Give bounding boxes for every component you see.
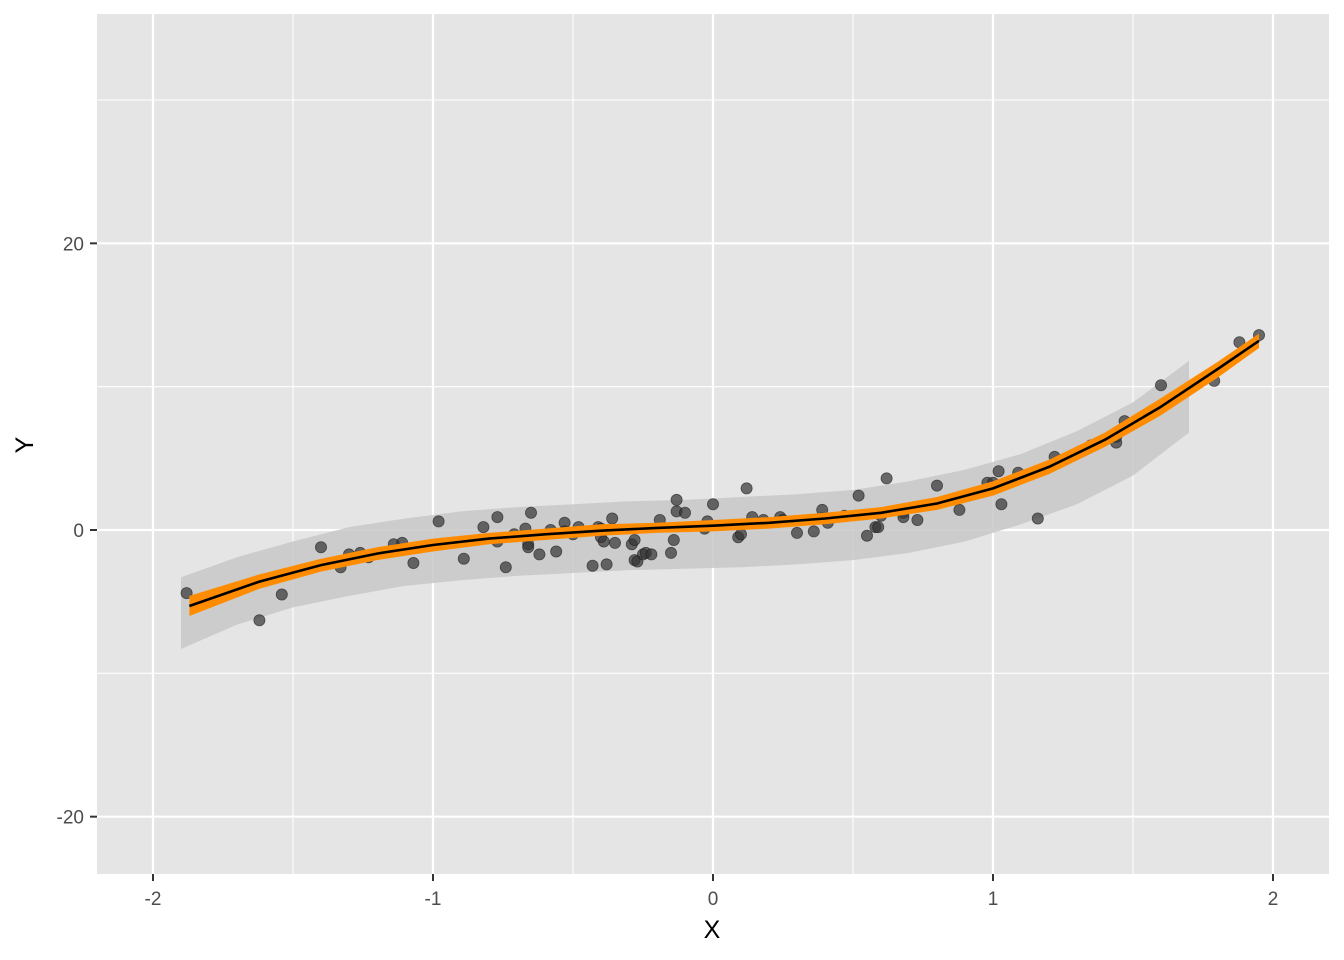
data-point bbox=[457, 552, 470, 565]
data-point bbox=[931, 479, 944, 492]
x-tick-label: -2 bbox=[145, 889, 162, 910]
x-tick-label: 2 bbox=[1268, 889, 1279, 910]
data-point bbox=[432, 515, 445, 528]
data-point bbox=[665, 546, 678, 559]
data-point bbox=[880, 472, 893, 485]
data-point bbox=[314, 541, 327, 554]
data-point bbox=[253, 614, 266, 627]
data-point bbox=[525, 506, 538, 519]
data-point bbox=[275, 588, 288, 601]
data-point bbox=[667, 534, 680, 547]
data-point bbox=[645, 548, 658, 561]
data-point bbox=[407, 557, 420, 570]
data-point bbox=[628, 534, 641, 547]
data-point bbox=[586, 559, 599, 572]
fit-line-group bbox=[188, 333, 1260, 616]
data-point bbox=[852, 489, 865, 502]
data-point bbox=[499, 561, 512, 574]
data-point bbox=[995, 498, 1008, 511]
data-point bbox=[740, 482, 753, 495]
data-point bbox=[600, 558, 613, 571]
data-point bbox=[609, 536, 622, 549]
x-tick-label: -1 bbox=[425, 889, 442, 910]
data-point bbox=[791, 526, 804, 539]
data-point bbox=[670, 493, 683, 506]
confidence-band bbox=[189, 333, 1259, 616]
y-tick-label: 0 bbox=[73, 521, 84, 542]
data-point bbox=[491, 511, 504, 524]
data-point bbox=[679, 506, 692, 519]
data-point bbox=[477, 521, 490, 534]
data-point bbox=[911, 514, 924, 527]
data-point bbox=[522, 541, 535, 554]
data-point bbox=[953, 503, 966, 516]
data-point bbox=[597, 535, 610, 548]
x-tick-label: 0 bbox=[708, 889, 719, 910]
y-tick-label: -20 bbox=[57, 808, 84, 829]
fit-line bbox=[188, 339, 1260, 608]
axes: -2 -1 0 1 2 -20 0 20 bbox=[57, 234, 1279, 910]
data-point bbox=[807, 525, 820, 538]
data-point bbox=[707, 498, 720, 511]
x-tick-label: 1 bbox=[988, 889, 999, 910]
data-point bbox=[606, 512, 619, 525]
data-point bbox=[992, 465, 1005, 478]
data-point bbox=[1155, 379, 1168, 392]
x-axis-title: X bbox=[704, 916, 721, 944]
data-point bbox=[1031, 512, 1044, 525]
data-point bbox=[550, 545, 563, 558]
data-point bbox=[533, 548, 546, 561]
data-points bbox=[180, 329, 1266, 627]
data-point bbox=[861, 529, 874, 542]
y-tick-label: 20 bbox=[63, 234, 84, 255]
y-axis-title: Y bbox=[11, 436, 39, 453]
bands bbox=[181, 360, 1189, 649]
data-point bbox=[872, 521, 885, 534]
prediction-band bbox=[181, 360, 1189, 649]
data-point bbox=[735, 528, 748, 541]
